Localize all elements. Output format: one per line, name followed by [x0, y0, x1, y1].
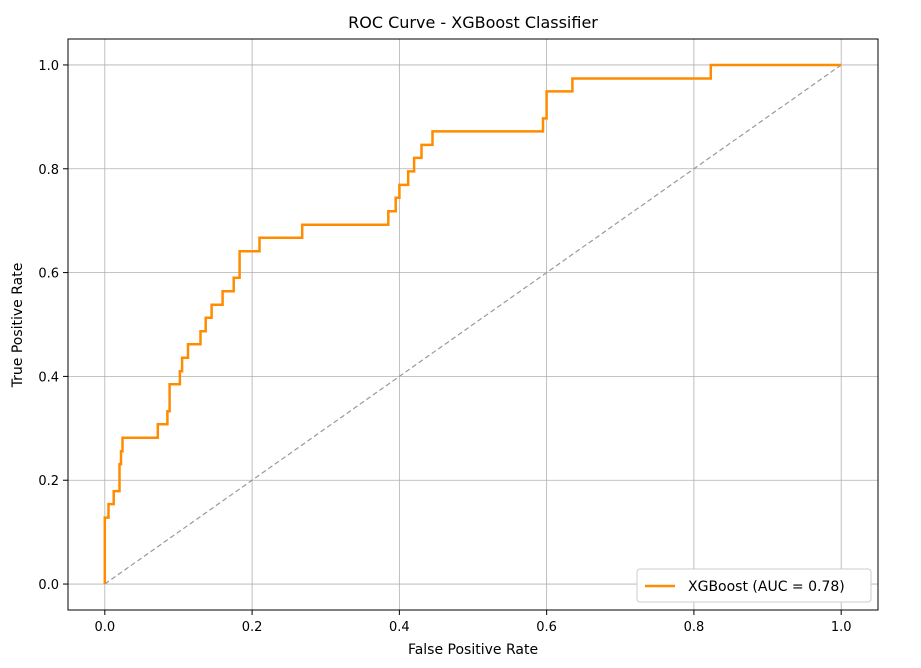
x-tick-label: 1.0	[831, 620, 852, 635]
plot-series	[103, 63, 842, 585]
y-tick-label: 0.2	[38, 474, 59, 489]
y-tick-label: 1.0	[38, 59, 59, 74]
chart-title: ROC Curve - XGBoost Classifier	[348, 13, 598, 32]
legend: XGBoost (AUC = 0.78)	[636, 568, 872, 603]
ticks: 0.0 0.2 0.4 0.6 0.8 1.0 0.0 0.2 0.4 0.6 0.8 1.0	[38, 59, 851, 635]
y-tick-label: 0.0	[38, 578, 59, 593]
x-tick-label: 0.8	[684, 620, 705, 635]
x-tick-label: 0.4	[389, 620, 410, 635]
x-axis-label: False Positive Rate	[408, 642, 538, 658]
grid	[68, 39, 878, 610]
y-tick-label: 0.6	[38, 267, 59, 282]
x-tick-label: 0.6	[536, 620, 557, 635]
legend-label-xgboost: XGBoost (AUC = 0.78)	[688, 579, 845, 595]
y-tick-label: 0.4	[38, 370, 59, 385]
y-axis-label: True Positive Rate	[10, 263, 26, 389]
x-tick-label: 0.0	[94, 620, 115, 635]
legend-box	[636, 568, 872, 603]
chance-line	[104, 64, 842, 585]
y-tick-label: 0.8	[38, 163, 59, 178]
roc-curve-xgboost	[103, 63, 842, 584]
x-tick-label: 0.2	[242, 620, 263, 635]
plot-frame	[67, 38, 879, 611]
